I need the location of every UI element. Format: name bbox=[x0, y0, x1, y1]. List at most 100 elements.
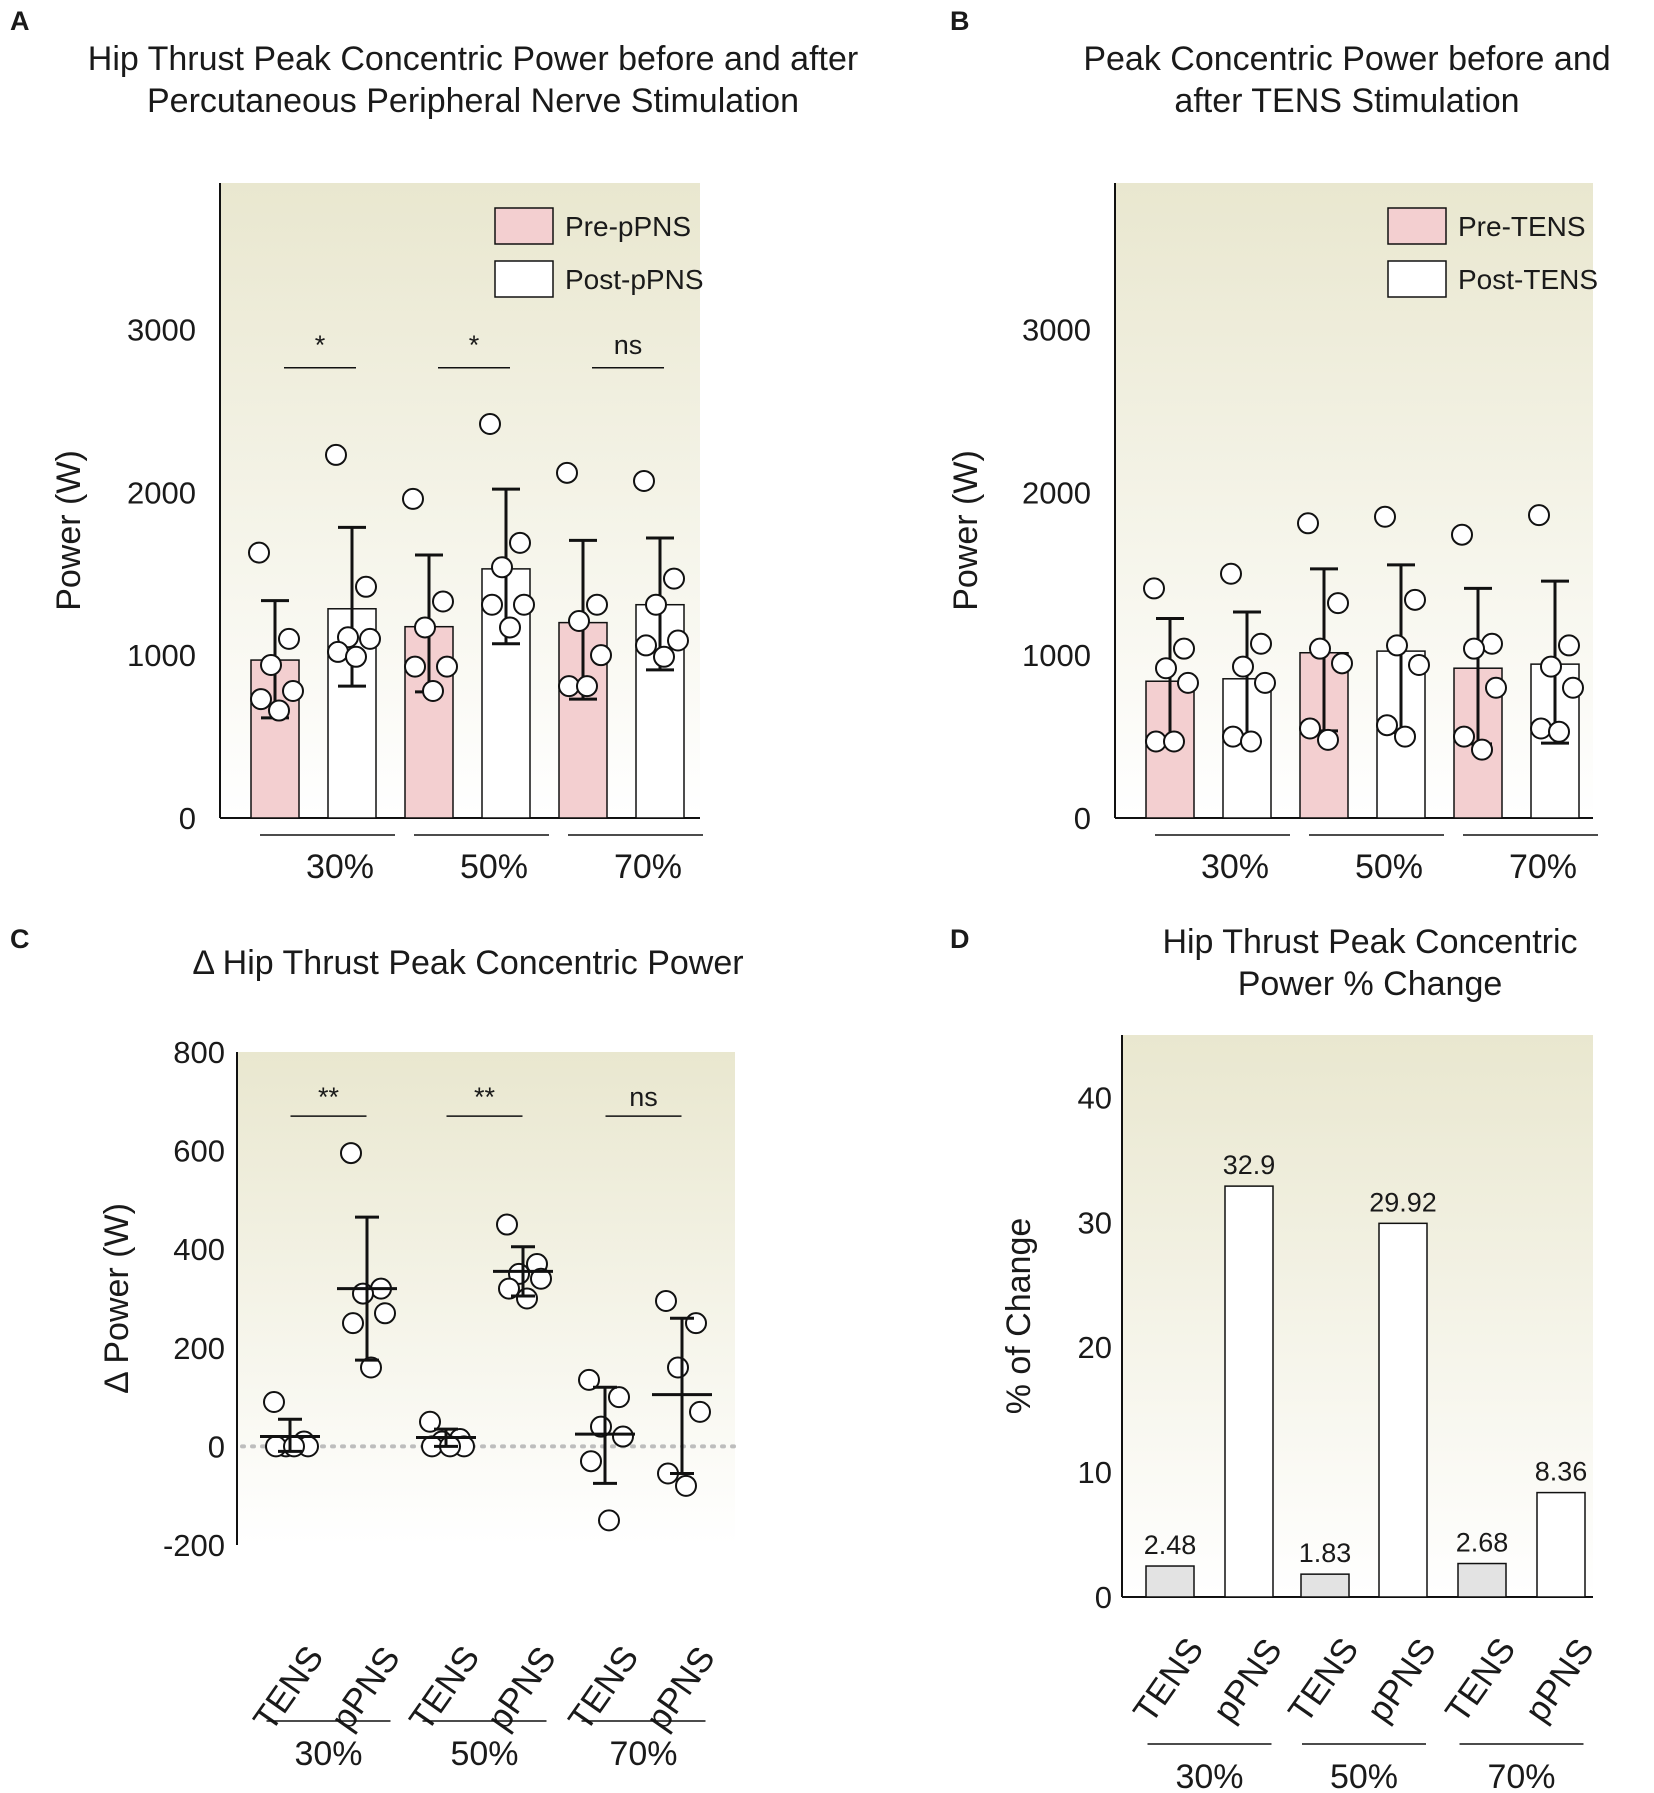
data-point bbox=[556, 461, 578, 484]
y-axis-label: Power (W) bbox=[50, 450, 88, 611]
data-point bbox=[633, 469, 655, 492]
legend-swatch bbox=[494, 260, 554, 298]
data-point bbox=[491, 556, 513, 579]
data-point bbox=[675, 1474, 697, 1497]
panel-b: B Peak Concentric Power before and after T… bbox=[947, 6, 1611, 886]
data-point bbox=[402, 487, 424, 510]
panel-a: A Hip Thrust Peak Concentric Power before… bbox=[10, 6, 858, 886]
data-point bbox=[509, 531, 531, 554]
data-point bbox=[568, 609, 590, 632]
data-point bbox=[1374, 505, 1396, 528]
group-label: 50% bbox=[450, 1735, 518, 1773]
data-point bbox=[1299, 717, 1321, 740]
y-axis-label: Δ Power (W) bbox=[98, 1203, 136, 1394]
data-point bbox=[1408, 653, 1430, 676]
data-point bbox=[530, 1267, 552, 1290]
value-label: 2.68 bbox=[1456, 1528, 1509, 1558]
data-point bbox=[414, 616, 436, 639]
category-label: pPNS bbox=[1359, 1632, 1443, 1729]
data-point bbox=[278, 627, 300, 650]
plot-background bbox=[1122, 1035, 1593, 1597]
data-point bbox=[667, 629, 689, 652]
data-point bbox=[1471, 738, 1493, 761]
data-point bbox=[1309, 637, 1331, 660]
group-label: 50% bbox=[1330, 1758, 1398, 1793]
chart-title-line: after TENS Stimulation bbox=[1174, 82, 1519, 120]
data-point bbox=[1481, 632, 1503, 655]
group-label: 70% bbox=[614, 848, 682, 886]
category-label: pPNS bbox=[479, 1640, 563, 1737]
bar bbox=[1378, 1222, 1428, 1598]
data-point bbox=[1163, 730, 1185, 753]
data-point bbox=[655, 1289, 677, 1312]
data-point bbox=[576, 675, 598, 698]
data-point bbox=[608, 1386, 630, 1409]
y-tick-label: 0 bbox=[1095, 1580, 1112, 1615]
data-point bbox=[689, 1400, 711, 1423]
data-point bbox=[1254, 671, 1276, 694]
category-label: TENS bbox=[561, 1639, 646, 1738]
data-point bbox=[590, 644, 612, 667]
significance-label: * bbox=[315, 330, 326, 360]
data-point bbox=[635, 634, 657, 657]
category-label: pPNS bbox=[323, 1640, 407, 1737]
data-point bbox=[1376, 714, 1398, 737]
data-point bbox=[268, 699, 290, 722]
data-point bbox=[586, 593, 608, 616]
data-point bbox=[1540, 655, 1562, 678]
chart-title-line: Power % Change bbox=[1238, 965, 1503, 1003]
data-point bbox=[1297, 512, 1319, 535]
y-tick-label: 2000 bbox=[1022, 475, 1091, 510]
data-point bbox=[1173, 637, 1195, 660]
data-point bbox=[359, 627, 381, 650]
group-label: 50% bbox=[1355, 848, 1423, 886]
data-point bbox=[1453, 725, 1475, 748]
data-point bbox=[685, 1312, 707, 1335]
significance-label: ns bbox=[629, 1082, 658, 1112]
bar bbox=[1536, 1491, 1586, 1598]
data-point bbox=[580, 1450, 602, 1473]
data-point bbox=[1250, 632, 1272, 655]
data-point bbox=[248, 541, 270, 564]
y-axis-label: Power (W) bbox=[947, 450, 985, 611]
y-tick-label: 400 bbox=[173, 1232, 225, 1267]
chart-title-line: Hip Thrust Peak Concentric bbox=[1162, 923, 1577, 961]
y-tick-label: 40 bbox=[1078, 1080, 1112, 1115]
data-point bbox=[340, 1142, 362, 1165]
data-point bbox=[282, 680, 304, 702]
data-point bbox=[663, 567, 685, 590]
significance-label: ** bbox=[474, 1082, 496, 1112]
data-point bbox=[1331, 652, 1353, 675]
category-label: TENS bbox=[246, 1639, 331, 1738]
category-label: TENS bbox=[1126, 1631, 1211, 1730]
data-point bbox=[342, 1312, 364, 1335]
data-point bbox=[263, 1391, 285, 1414]
data-point bbox=[374, 1302, 396, 1325]
category-label: TENS bbox=[402, 1639, 487, 1738]
data-point bbox=[1232, 655, 1254, 678]
significance-label: * bbox=[469, 330, 480, 360]
legend-swatch bbox=[1387, 260, 1447, 298]
group-label: 70% bbox=[1487, 1758, 1555, 1793]
legend-label: Pre-TENS bbox=[1458, 211, 1586, 242]
data-point bbox=[1451, 523, 1473, 546]
value-label: 1.83 bbox=[1299, 1538, 1352, 1568]
y-tick-label: 0 bbox=[208, 1429, 225, 1464]
group-label: 50% bbox=[460, 848, 528, 886]
y-tick-label: 1000 bbox=[1022, 638, 1091, 673]
legend-label: Post-pPNS bbox=[565, 264, 704, 295]
panel-letter: D bbox=[950, 924, 970, 954]
category-label: pPNS bbox=[638, 1640, 722, 1737]
y-tick-label: 0 bbox=[179, 801, 196, 836]
data-point bbox=[325, 443, 347, 466]
chart-title: Δ Hip Thrust Peak Concentric Power bbox=[192, 944, 743, 982]
data-point bbox=[1404, 588, 1426, 611]
panel-letter: C bbox=[10, 924, 30, 954]
plot-background bbox=[220, 183, 700, 818]
data-point bbox=[1485, 676, 1507, 699]
value-label: 32.9 bbox=[1223, 1150, 1276, 1180]
bar bbox=[1224, 1185, 1274, 1598]
data-point bbox=[653, 645, 675, 668]
data-point bbox=[1240, 730, 1262, 753]
